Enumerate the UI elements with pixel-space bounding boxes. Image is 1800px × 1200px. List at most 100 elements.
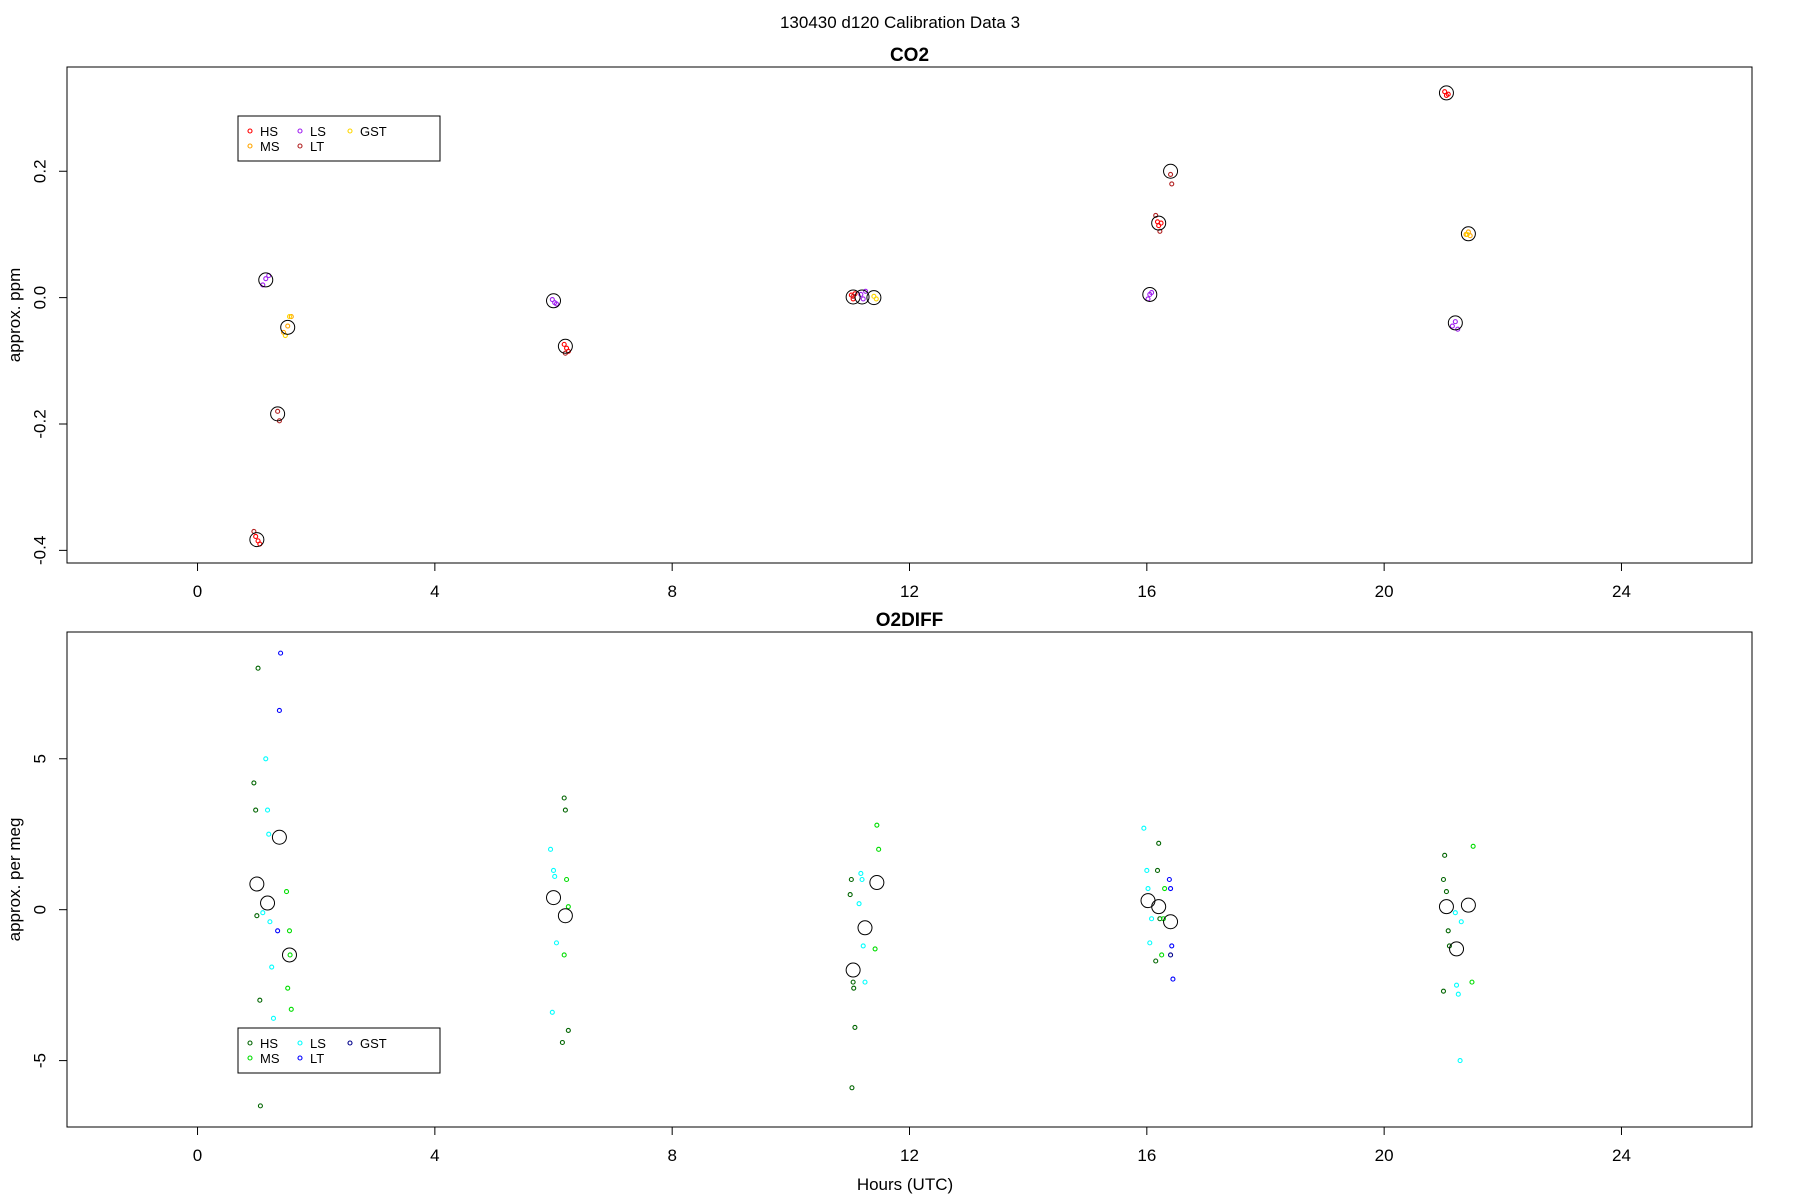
o2diff-point-lt (1170, 976, 1176, 982)
o2diff-point-hs (1440, 988, 1447, 994)
co2-legend-marker-ms (247, 143, 253, 149)
co2-legend-label-hs: HS (260, 124, 278, 139)
o2diff-point-hs (850, 979, 856, 985)
o2diff-point-hs (254, 913, 260, 919)
o2diff-point-ms (564, 876, 570, 883)
o2diff-point-hs (847, 892, 853, 898)
o2diff-point-ls (1457, 1058, 1463, 1064)
o2diff-point-hs (1443, 889, 1449, 895)
co2-point-mean (280, 319, 296, 335)
o2diff-point-ms (1469, 979, 1475, 985)
o2diff-legend-marker-gst (347, 1040, 353, 1046)
o2diff-y-tick-label: 0 (30, 905, 49, 914)
o2diff-point-ls (858, 870, 864, 877)
o2diff-point-ls (1144, 867, 1150, 873)
co2-point-mean (557, 338, 573, 354)
o2diff-point-ls (862, 979, 868, 985)
o2diff-point-ls (856, 901, 862, 907)
o2diff-legend-label-lt: LT (310, 1051, 324, 1066)
o2diff-legend-label-hs: HS (260, 1036, 278, 1051)
o2diff-point-hs (562, 807, 568, 813)
co2-legend-marker-ls (297, 128, 303, 134)
o2diff-point-hs (255, 665, 261, 671)
co2-point-lt (1168, 171, 1174, 177)
o2diff-point-hs (848, 876, 854, 883)
o2diff-point-mean (857, 920, 873, 936)
co2-legend-marker-hs (247, 128, 253, 134)
o2diff-point-mean (1163, 914, 1179, 930)
o2diff-x-tick-label: 0 (193, 1146, 202, 1165)
co2-legend-marker-lt (297, 143, 303, 149)
o2diff-point-ls (1145, 886, 1151, 892)
co2-point-hs (561, 341, 567, 347)
o2diff-point-hs (251, 780, 257, 786)
co2-point-gst (1464, 231, 1470, 237)
o2diff-point-mean (281, 947, 297, 963)
co2-point-ls (1449, 323, 1455, 329)
o2diff-legend-marker-lt (297, 1055, 303, 1061)
co2-series-ls (260, 272, 1461, 332)
co2-point-lt (275, 408, 281, 414)
co2-point-mean (1163, 163, 1179, 179)
o2diff-point-ms (285, 985, 291, 991)
o2diff-point-ms (1159, 952, 1165, 958)
o2diff-point-ls (860, 943, 866, 949)
co2-point-gst (873, 296, 879, 302)
co2-series-mean (249, 85, 1476, 548)
co2-legend-box (237, 115, 441, 162)
co2-y-tick-label: 0.2 (30, 159, 49, 183)
co2-point-ls (858, 291, 864, 298)
o2diff-point-mean (1151, 899, 1167, 915)
o2diff-point-ls (1458, 919, 1464, 925)
o2diff-point-ls (267, 919, 273, 925)
o2diff-point-ls (547, 846, 554, 852)
o2diff-legend-label-ms: MS (260, 1051, 280, 1066)
co2-legend-label-ls: LS (310, 124, 326, 139)
co2-point-ls (1149, 290, 1155, 296)
o2diff-point-ms (1470, 843, 1476, 849)
o2diff-point-hs (257, 997, 263, 1003)
o2diff-point-ls (1453, 982, 1460, 988)
co2-point-ls (1455, 326, 1461, 332)
o2diff-point-mean (249, 876, 265, 892)
co2-point-mean (1438, 85, 1454, 101)
co2-point-lt (1157, 228, 1163, 234)
o2diff-y-axis-label: approx. per meg (5, 818, 24, 942)
co2-point-mean (1151, 215, 1167, 231)
co2-series-ms (281, 229, 1473, 335)
co2-y-tick-label: 0.0 (30, 286, 49, 310)
o2diff-point-ms (876, 846, 882, 852)
o2diff-point-mean (869, 875, 885, 891)
o2diff-x-tick-label: 20 (1375, 1146, 1394, 1165)
co2-point-mean (249, 532, 265, 548)
o2diff-point-hs (1156, 840, 1162, 846)
figure-title: 130430 d120 Calibration Data 3 (780, 13, 1020, 32)
o2diff-x-tick-label: 8 (667, 1146, 676, 1165)
o2diff-point-mean (845, 962, 861, 978)
co2-point-ls (553, 301, 560, 307)
o2diff-point-ls (859, 876, 865, 883)
o2diff-point-ms (288, 1006, 294, 1012)
o2diff-y-tick-label: -5 (30, 1053, 49, 1068)
co2-point-lt (1153, 212, 1159, 219)
co2-legend-label-ms: MS (260, 139, 280, 154)
o2diff-point-hs (1440, 876, 1447, 883)
o2diff-point-ms (874, 822, 880, 828)
o2diff-x-tick-label: 16 (1137, 1146, 1156, 1165)
o2diff-series-hs (251, 665, 1452, 1109)
co2-point-mean (1447, 315, 1463, 331)
o2diff-point-ls (553, 940, 560, 946)
co2-point-hs (1445, 91, 1451, 97)
co2-point-mean (270, 406, 286, 422)
o2diff-point-hs (559, 1039, 565, 1046)
co2-point-mean (845, 289, 861, 305)
o2diff-point-gst (1168, 952, 1174, 958)
o2diff-point-ls (550, 867, 557, 873)
o2diff-legend-marker-hs (247, 1040, 253, 1046)
o2diff-point-ms (561, 952, 567, 958)
co2-x-tick-label: 0 (193, 582, 202, 601)
o2diff-legend-label-ls: LS (310, 1036, 326, 1051)
co2-point-ls (860, 296, 866, 302)
co2-point-gst (286, 314, 293, 320)
